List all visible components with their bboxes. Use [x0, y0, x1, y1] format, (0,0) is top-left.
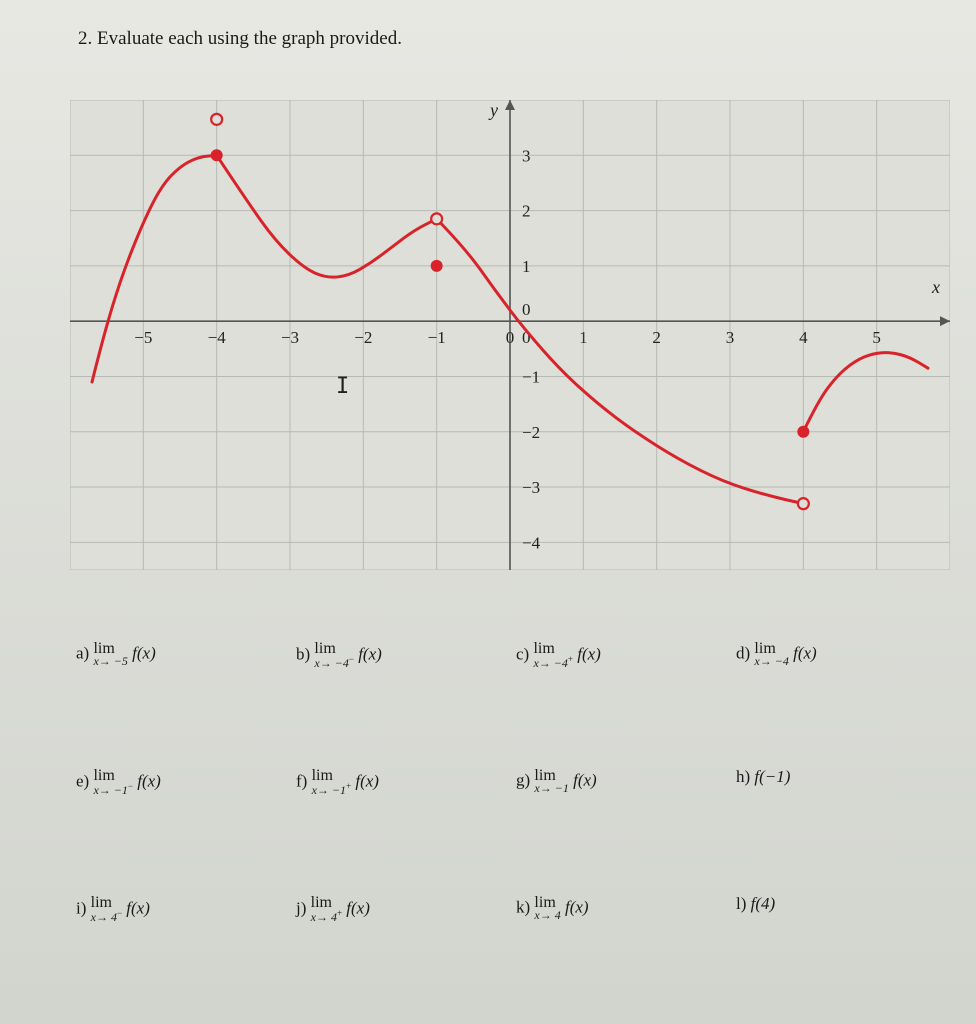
svg-text:−2: −2 [522, 423, 540, 442]
svg-text:−3: −3 [281, 328, 299, 347]
question-k: k) limx→ 4 f(x) [516, 894, 736, 925]
question-row-2: e) limx→ −1− f(x)f) limx→ −1+ f(x)g) lim… [76, 767, 956, 798]
svg-text:3: 3 [522, 146, 531, 165]
svg-text:−5: −5 [134, 328, 152, 347]
graph-svg: −5−4−3−2−1023451−4−3−2−100123xy [70, 100, 950, 570]
svg-text:x: x [931, 277, 940, 297]
svg-text:−1: −1 [428, 328, 446, 347]
svg-text:2: 2 [652, 328, 661, 347]
svg-text:1: 1 [522, 257, 531, 276]
question-j: j) limx→ 4+ f(x) [296, 894, 516, 925]
svg-text:−2: −2 [354, 328, 372, 347]
questions-grid: a) limx→ −5 f(x)b) limx→ −4− f(x)c) limx… [76, 640, 956, 1021]
svg-text:4: 4 [799, 328, 808, 347]
question-g: g) limx→ −1 f(x) [516, 767, 736, 798]
question-i: i) limx→ 4− f(x) [76, 894, 296, 925]
question-h: h) f(−1) [736, 767, 956, 798]
question-d: d) limx→ −4 f(x) [736, 640, 956, 671]
question-c: c) limx→ −4+ f(x) [516, 640, 736, 671]
svg-text:−1: −1 [522, 367, 540, 386]
graph-container: −5−4−3−2−1023451−4−3−2−100123xy [70, 100, 950, 570]
svg-text:3: 3 [726, 328, 735, 347]
svg-text:−4: −4 [522, 533, 541, 552]
svg-text:0: 0 [506, 328, 515, 347]
svg-text:2: 2 [522, 202, 531, 221]
question-f: f) limx→ −1+ f(x) [296, 767, 516, 798]
svg-text:−4: −4 [208, 328, 227, 347]
svg-text:1: 1 [579, 328, 588, 347]
svg-text:y: y [488, 100, 498, 120]
question-row-1: a) limx→ −5 f(x)b) limx→ −4− f(x)c) limx… [76, 640, 956, 671]
svg-text:−3: −3 [522, 478, 540, 497]
question-b: b) limx→ −4− f(x) [296, 640, 516, 671]
question-e: e) limx→ −1− f(x) [76, 767, 296, 798]
question-l: l) f(4) [736, 894, 956, 925]
svg-text:5: 5 [872, 328, 881, 347]
question-row-3: i) limx→ 4− f(x)j) limx→ 4+ f(x)k) limx→… [76, 894, 956, 925]
text-cursor: I [336, 374, 349, 399]
problem-title: 2. Evaluate each using the graph provide… [78, 28, 402, 50]
svg-text:0: 0 [522, 300, 531, 319]
question-a: a) limx→ −5 f(x) [76, 640, 296, 671]
